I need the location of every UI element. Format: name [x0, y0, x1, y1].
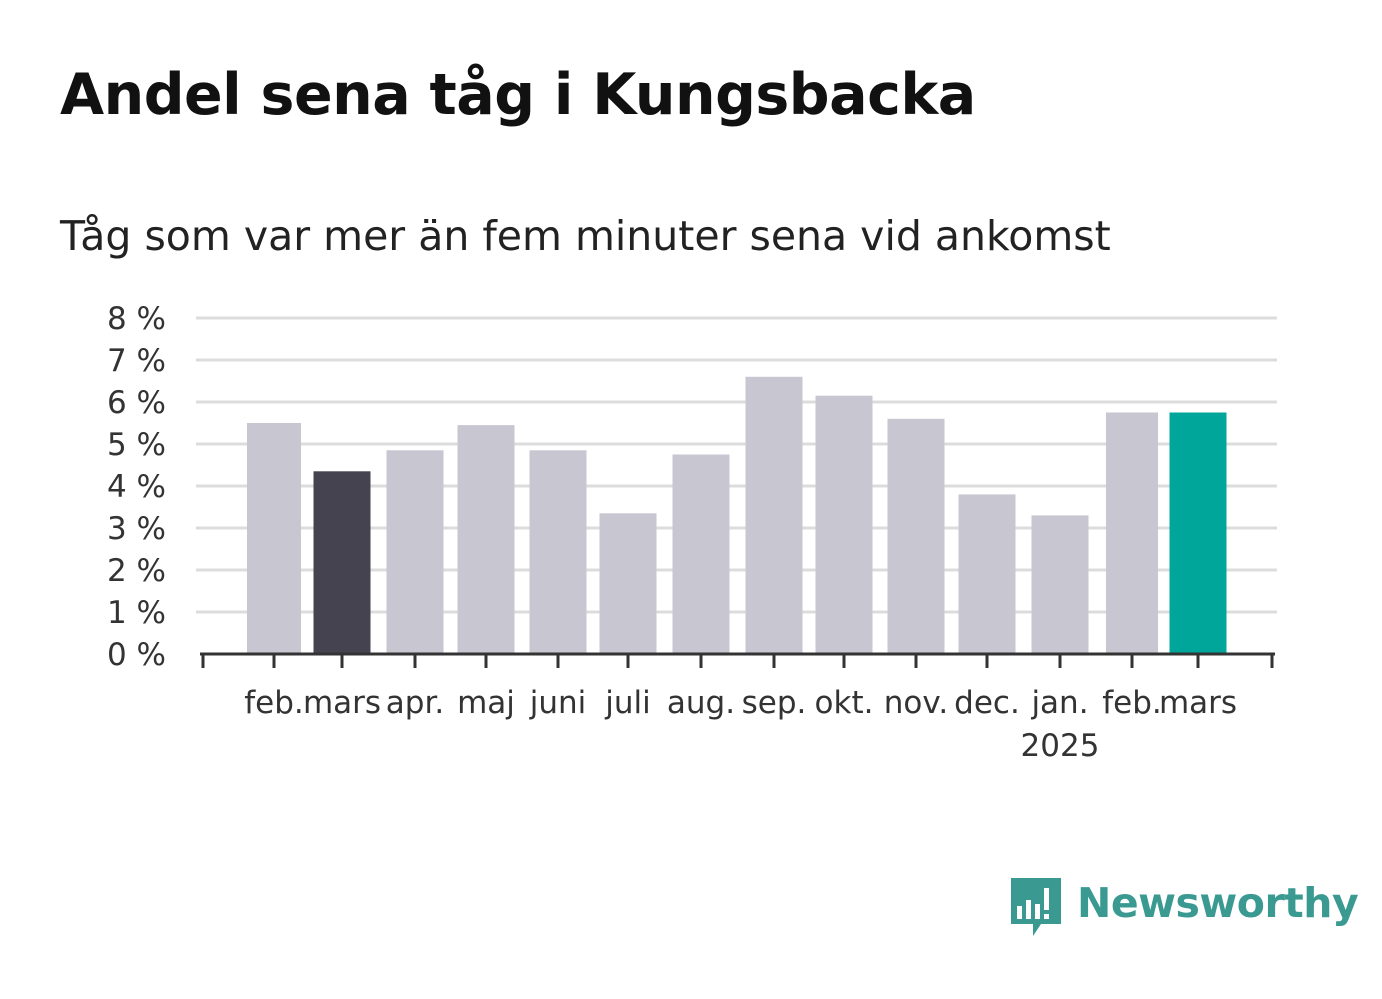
x-tick-label: mars: [303, 685, 381, 721]
newsworthy-logo-icon: [1011, 878, 1061, 936]
y-tick-label: 4 %: [107, 469, 166, 505]
x-tick-label: aug.: [667, 685, 735, 721]
bar-4: [529, 450, 587, 654]
bar-9: [887, 418, 945, 654]
x-axis-labels: feb. mars apr. maj juni juli aug. sep. okt. nov. d…: [244, 685, 1237, 764]
x-axis: [200, 652, 1275, 668]
x-tick-label: okt.: [815, 685, 874, 721]
bar-10: [958, 494, 1016, 654]
y-tick-label: 1 %: [107, 595, 166, 631]
x-tick-label: nov.: [884, 685, 948, 721]
x-tick-label: sep.: [742, 685, 807, 721]
brand-name: Newsworthy: [1077, 879, 1359, 927]
y-tick-label: 8 %: [107, 301, 166, 337]
x-tick-label: apr.: [386, 685, 444, 721]
x-tick-label: dec.: [954, 685, 1020, 721]
brand: Newsworthy: [1011, 878, 1359, 940]
bar-0: [247, 423, 301, 654]
bar-6: [672, 454, 730, 654]
y-tick-label: 0 %: [107, 637, 166, 673]
y-tick-label: 5 %: [107, 427, 166, 463]
y-tick-label: 6 %: [107, 385, 166, 421]
bar-12: [1106, 412, 1158, 654]
x-tick-label: juni: [529, 685, 587, 721]
bar-3: [457, 425, 515, 654]
x-tick-label: feb.: [244, 685, 304, 721]
bar-7: [745, 376, 803, 654]
bar-8: [815, 395, 873, 654]
x-tick-label: mars: [1159, 685, 1237, 721]
x-tick-label: feb.: [1102, 685, 1162, 721]
bar-11: [1031, 515, 1089, 654]
x-tick-label: juli: [604, 685, 651, 721]
x-year-label: 2025: [1021, 728, 1100, 764]
x-tick-label: maj: [457, 685, 515, 721]
bar-13: [1169, 412, 1227, 654]
y-axis-labels: 0 % 1 % 2 % 3 % 4 % 5 % 6 % 7 % 8 %: [107, 301, 166, 673]
bar-5: [599, 513, 657, 654]
y-tick-label: 7 %: [107, 343, 166, 379]
chart-subtitle: Tåg som var mer än fem minuter sena vid …: [60, 212, 1111, 260]
bar-1: [313, 471, 371, 654]
bar-2: [386, 450, 444, 654]
grid-lines: [196, 316, 1277, 614]
bars: [247, 376, 1227, 654]
chart-title: Andel sena tåg i Kungsbacka: [60, 62, 976, 128]
y-tick-label: 3 %: [107, 511, 166, 547]
y-tick-label: 2 %: [107, 553, 166, 589]
x-tick-label: jan.: [1030, 685, 1088, 721]
